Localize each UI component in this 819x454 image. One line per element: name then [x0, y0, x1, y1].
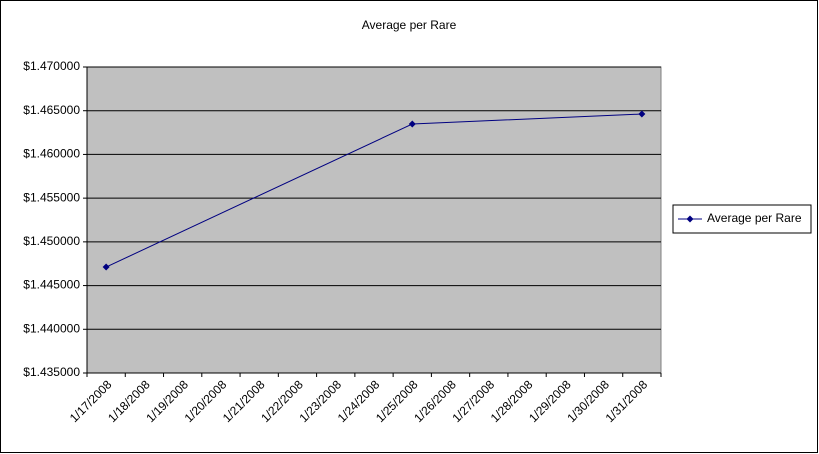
y-tick-label: $1.445000	[23, 278, 80, 292]
plot-area	[86, 66, 662, 374]
marker	[408, 120, 416, 128]
marker	[102, 263, 110, 271]
y-tick-label: $1.470000	[23, 59, 80, 73]
legend-marker	[686, 215, 694, 223]
y-tick-label: $1.440000	[23, 321, 80, 335]
chart-title: Average per Rare	[362, 18, 457, 32]
marker	[638, 110, 646, 118]
legend-label: Average per Rare	[707, 211, 802, 225]
y-tick-label: $1.460000	[23, 147, 80, 161]
y-tick-label: $1.465000	[23, 103, 80, 117]
y-tick-label: $1.455000	[23, 190, 80, 204]
y-tick-label: $1.450000	[23, 234, 80, 248]
y-tick-label: $1.435000	[23, 365, 80, 379]
